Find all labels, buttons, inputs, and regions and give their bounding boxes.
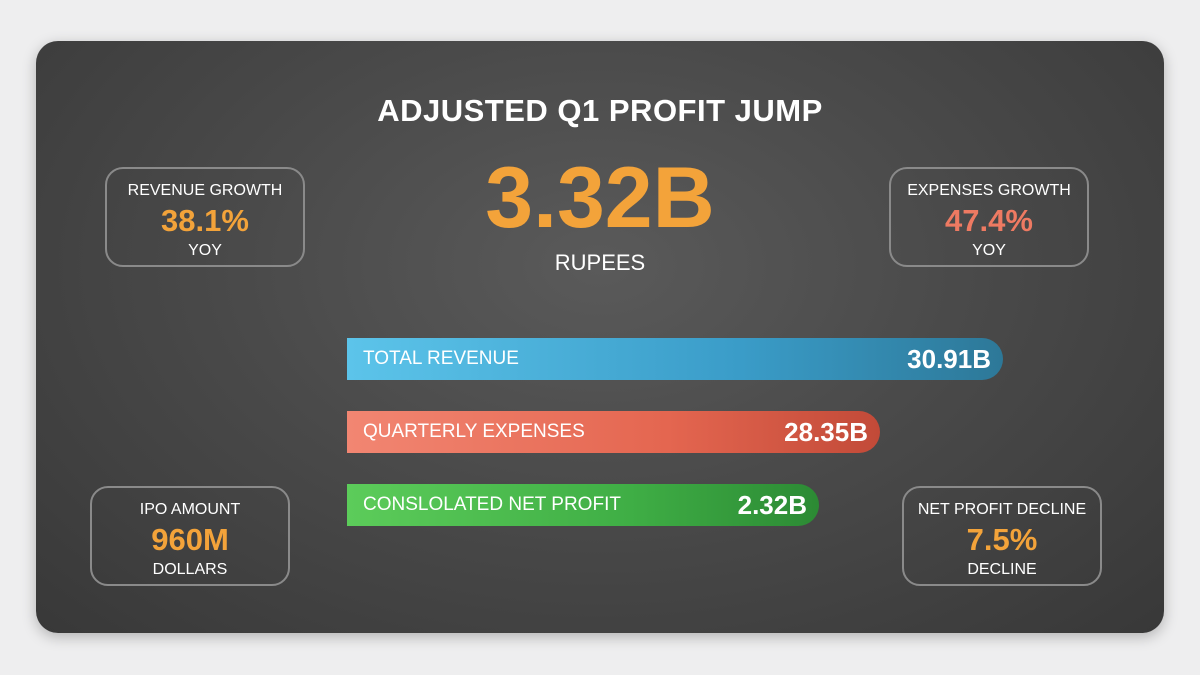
total-revenue-value: 30.91B (907, 344, 991, 374)
net-profit-value: 2.32B (737, 490, 807, 520)
quarterly-expenses-bar: QUARTERLY EXPENSES 28.35B (347, 411, 880, 453)
expenses-growth-label: EXPENSES GROWTH (907, 182, 1071, 199)
net-profit-decline-card: NET PROFIT DECLINE 7.5% DECLINE (902, 486, 1102, 586)
quarterly-expenses-value: 28.35B (784, 417, 868, 447)
headline-value: 3.32B (485, 150, 715, 246)
revenue-growth-card: REVENUE GROWTH 38.1% YOY (105, 167, 305, 267)
revenue-growth-label: REVENUE GROWTH (127, 182, 283, 199)
quarterly-expenses-label: QUARTERLY EXPENSES (363, 421, 585, 442)
ipo-amount-label: IPO AMOUNT (139, 501, 241, 518)
ipo-amount-value: 960M (151, 522, 229, 557)
revenue-growth-value: 38.1% (161, 203, 249, 238)
net-profit-decline-value: 7.5% (966, 522, 1038, 557)
ipo-amount-card: IPO AMOUNT 960M DOLLARS (90, 486, 290, 586)
revenue-growth-sub: YOY (188, 242, 222, 259)
net-profit-label: CONSLOLATED NET PROFIT (363, 494, 621, 515)
total-revenue-label: TOTAL REVENUE (363, 348, 519, 369)
headline-title: ADJUSTED Q1 PROFIT JUMP (377, 93, 823, 128)
expenses-growth-sub: YOY (972, 242, 1006, 259)
net-profit-decline-label: NET PROFIT DECLINE (917, 501, 1087, 518)
headline-unit: RUPEES (554, 250, 646, 275)
ipo-amount-sub: DOLLARS (152, 561, 228, 578)
net-profit-bar: CONSLOLATED NET PROFIT 2.32B (347, 484, 819, 526)
net-profit-decline-sub: DECLINE (967, 561, 1037, 578)
total-revenue-bar: TOTAL REVENUE 30.91B (347, 338, 1003, 380)
expenses-growth-value: 47.4% (945, 203, 1033, 238)
dashboard-panel (36, 41, 1164, 633)
expenses-growth-card: EXPENSES GROWTH 47.4% YOY (889, 167, 1089, 267)
